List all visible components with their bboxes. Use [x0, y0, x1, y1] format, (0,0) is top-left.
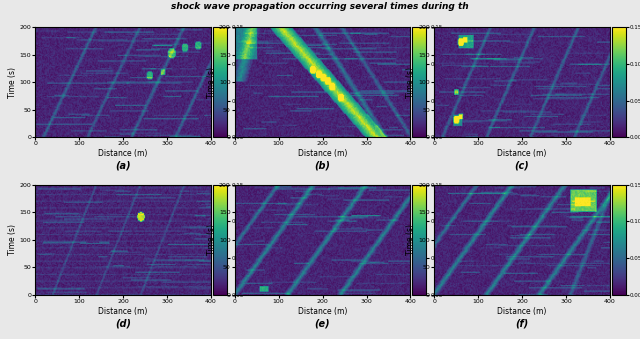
Y-axis label: Time (s): Time (s): [207, 224, 216, 255]
Y-axis label: Traffic Density
(vehs/m/lane): Traffic Density (vehs/m/lane): [246, 221, 257, 259]
Y-axis label: Traffic Density
(vehs/m/lane): Traffic Density (vehs/m/lane): [445, 63, 456, 101]
Y-axis label: Time (s): Time (s): [406, 224, 415, 255]
X-axis label: Distance (m): Distance (m): [298, 149, 348, 158]
Y-axis label: Time (s): Time (s): [8, 224, 17, 255]
Y-axis label: Time (s): Time (s): [207, 67, 216, 98]
Y-axis label: Traffic Density
(vehs/m/lane): Traffic Density (vehs/m/lane): [246, 63, 257, 101]
Text: (c): (c): [515, 160, 529, 171]
Text: shock wave propagation occurring several times during th: shock wave propagation occurring several…: [171, 2, 469, 11]
X-axis label: Distance (m): Distance (m): [99, 149, 148, 158]
Text: (a): (a): [115, 160, 131, 171]
X-axis label: Distance (m): Distance (m): [298, 307, 348, 316]
Text: (b): (b): [315, 160, 331, 171]
X-axis label: Distance (m): Distance (m): [497, 149, 547, 158]
Y-axis label: Traffic Density
(vehs/m/lane): Traffic Density (vehs/m/lane): [445, 221, 456, 259]
Text: (f): (f): [515, 318, 529, 328]
Text: (e): (e): [315, 318, 330, 328]
Text: (d): (d): [115, 318, 131, 328]
X-axis label: Distance (m): Distance (m): [497, 307, 547, 316]
X-axis label: Distance (m): Distance (m): [99, 307, 148, 316]
Y-axis label: Time (s): Time (s): [8, 67, 17, 98]
Y-axis label: Time (s): Time (s): [406, 67, 415, 98]
